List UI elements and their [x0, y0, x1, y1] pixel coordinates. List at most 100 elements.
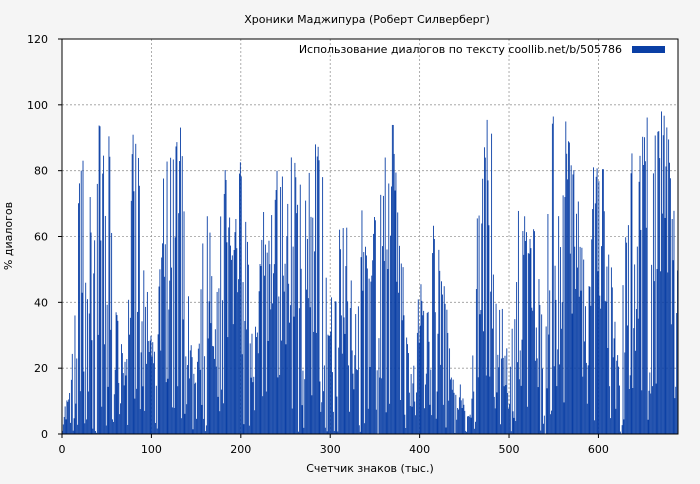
bar — [254, 410, 256, 434]
bar — [397, 212, 399, 434]
bar — [481, 223, 483, 434]
bar — [159, 269, 161, 434]
bar — [212, 345, 214, 434]
bar — [201, 404, 203, 434]
bar — [137, 311, 138, 434]
bar — [224, 169, 226, 434]
bar — [442, 404, 444, 434]
bar — [275, 190, 277, 434]
bar — [642, 136, 644, 435]
bar — [166, 161, 168, 435]
bar — [617, 355, 619, 434]
bar — [667, 272, 669, 434]
bar — [94, 240, 96, 434]
x-tick-label: 600 — [588, 443, 609, 456]
bar — [119, 414, 121, 434]
bar — [319, 381, 321, 434]
bar — [415, 415, 417, 434]
bar — [423, 310, 425, 434]
bar — [230, 259, 232, 434]
bar — [627, 225, 629, 434]
bar — [475, 288, 477, 434]
bar — [128, 299, 130, 434]
bar — [521, 339, 523, 434]
bar — [661, 111, 662, 434]
bar — [420, 284, 422, 434]
bar — [509, 404, 510, 434]
bar — [189, 350, 191, 434]
bar — [399, 245, 400, 434]
bar — [425, 373, 427, 434]
bar — [270, 309, 272, 434]
y-tick-label: 100 — [27, 99, 48, 112]
bar — [367, 408, 369, 434]
bar — [636, 246, 638, 434]
bar — [247, 241, 248, 434]
bar — [258, 291, 260, 434]
bar — [64, 406, 66, 434]
bar — [147, 341, 149, 434]
bar — [647, 419, 649, 434]
bar — [602, 169, 604, 434]
bar — [453, 392, 455, 434]
bar — [107, 386, 109, 434]
bar — [239, 173, 240, 435]
bar — [311, 395, 313, 434]
bar — [241, 354, 243, 434]
bar — [478, 215, 480, 434]
bar — [584, 341, 586, 434]
bar — [200, 289, 202, 434]
bar — [135, 143, 137, 434]
bar — [551, 410, 552, 434]
bar — [316, 156, 318, 435]
bar — [505, 385, 507, 434]
bar — [663, 115, 665, 435]
bar — [520, 385, 522, 434]
bar — [526, 232, 527, 434]
bar — [339, 229, 341, 434]
bar — [118, 382, 120, 434]
bar — [263, 212, 265, 434]
bar — [649, 372, 651, 434]
bar — [157, 334, 159, 434]
bar — [233, 249, 235, 434]
bar — [144, 410, 146, 434]
bar — [242, 282, 244, 434]
bar — [193, 373, 195, 434]
bar — [534, 360, 536, 434]
bar — [353, 389, 355, 434]
y-tick-label: 120 — [27, 33, 48, 46]
bar — [576, 267, 578, 434]
bar — [274, 199, 276, 434]
bar — [199, 369, 201, 434]
bar — [272, 273, 274, 434]
bar — [386, 249, 388, 434]
y-tick-label: 80 — [34, 165, 48, 178]
bar — [532, 310, 534, 434]
bar — [502, 357, 504, 434]
bar — [508, 408, 510, 434]
bar — [503, 386, 505, 434]
bar — [228, 227, 230, 434]
bar — [223, 193, 225, 434]
bar — [256, 332, 258, 434]
bar — [410, 374, 412, 434]
bar — [458, 397, 460, 434]
bar — [385, 412, 387, 434]
bar — [363, 252, 365, 434]
bar — [607, 347, 609, 434]
bar — [325, 277, 327, 434]
bar — [217, 396, 219, 434]
bar — [630, 173, 632, 435]
bar — [608, 254, 610, 434]
bar — [292, 246, 294, 434]
bar — [492, 274, 494, 434]
bar — [73, 418, 75, 434]
bar — [430, 369, 432, 434]
bar — [588, 286, 590, 434]
bar — [171, 267, 172, 434]
bar — [459, 384, 461, 434]
bar — [652, 173, 654, 434]
bar — [671, 218, 673, 434]
bar — [149, 340, 151, 434]
